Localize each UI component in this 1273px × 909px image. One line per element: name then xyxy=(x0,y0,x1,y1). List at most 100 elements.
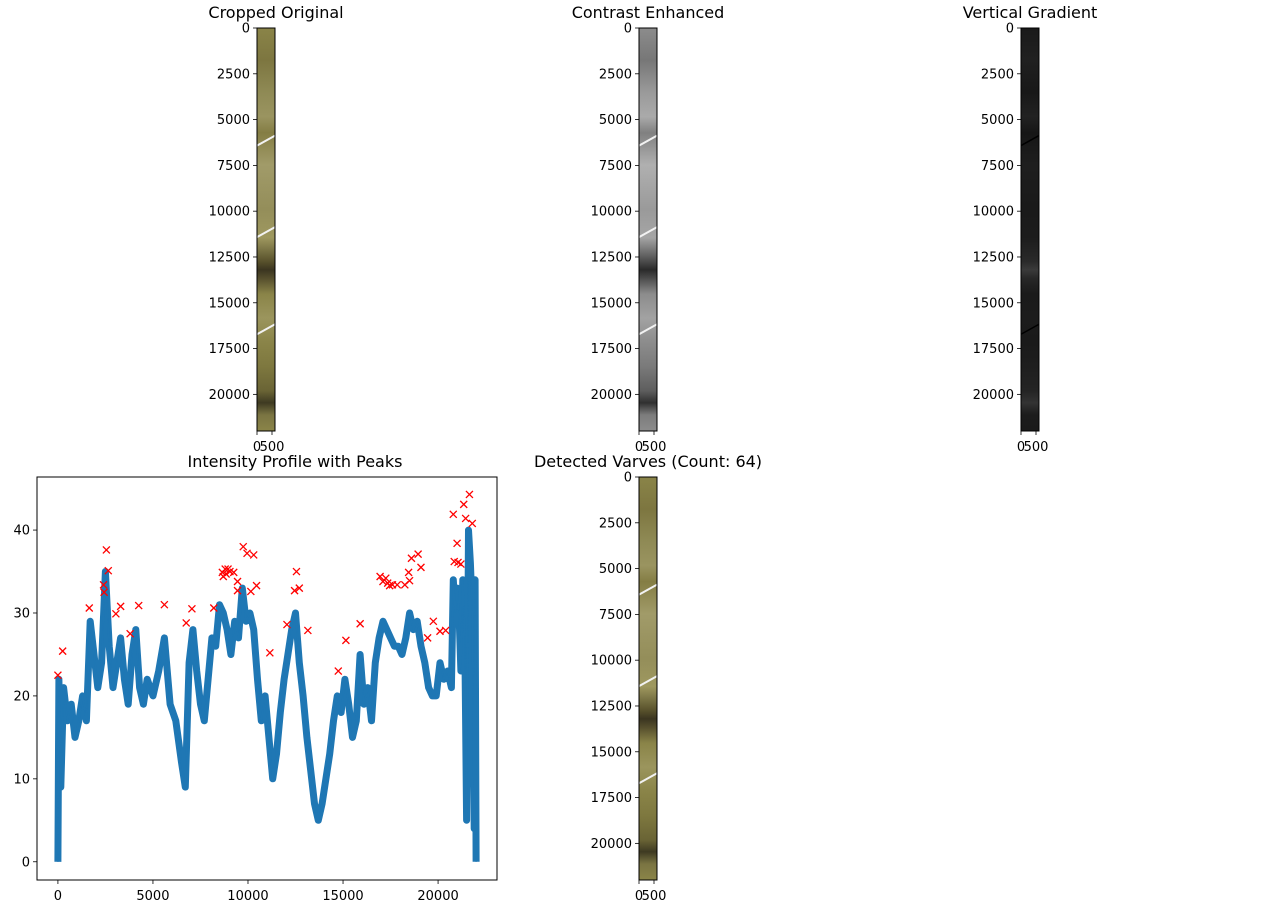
peak-marker-stroke xyxy=(209,604,218,612)
peak-marker-stroke xyxy=(456,560,465,569)
line-panel: 0 10 20 30 40 0 5000 10000 15000 20000 Intensity P… xyxy=(13,452,498,904)
peak-marker xyxy=(104,566,113,575)
core-streak xyxy=(638,323,658,336)
y-tick-label: 7500 xyxy=(599,608,632,623)
peak-marker xyxy=(295,584,304,593)
peak-marker xyxy=(292,567,301,576)
y-tick-label: 20000 xyxy=(209,388,250,403)
peak-marker-stroke xyxy=(453,539,462,548)
peak-marker xyxy=(187,604,196,613)
core-streak xyxy=(638,134,658,147)
peak-marker-stroke xyxy=(465,490,474,499)
peak-marker xyxy=(381,574,390,583)
y-tick-label: 0 xyxy=(22,855,30,870)
peak-marker-stroke xyxy=(233,586,242,595)
peak-marker xyxy=(111,609,120,618)
x-tick-label: 0 xyxy=(54,889,62,904)
peak-marker-stroke xyxy=(102,546,111,554)
y-tick-label: 12500 xyxy=(591,250,632,265)
peak-marker xyxy=(229,568,238,577)
panel-title: Vertical Gradient xyxy=(963,3,1098,22)
y-tick-label: 12500 xyxy=(209,250,250,265)
peak-marker xyxy=(356,619,365,628)
peak-marker-stroke xyxy=(381,574,390,583)
y-tick-label: 2500 xyxy=(599,67,632,82)
y-tick-label: 15000 xyxy=(591,745,632,760)
peak-marker xyxy=(423,633,432,642)
core-streak xyxy=(638,583,658,596)
peak-marker-stroke xyxy=(53,671,62,680)
peak-marker-stroke xyxy=(99,580,108,589)
peak-marker xyxy=(393,580,402,589)
peak-marker-stroke xyxy=(265,648,274,657)
x-tick-label: 500 xyxy=(260,440,285,455)
y-tick-label: 7500 xyxy=(599,159,632,174)
y-tick-label: 17500 xyxy=(591,342,632,357)
panel-title: Detected Varves (Count: 64) xyxy=(534,452,762,471)
peak-marker xyxy=(58,647,67,656)
peak-marker-stroke xyxy=(252,581,261,590)
x-tick-label: 500 xyxy=(642,889,667,904)
peak-marker-stroke xyxy=(356,619,365,628)
peak-marker xyxy=(233,586,242,595)
y-tick-label: 0 xyxy=(1006,22,1014,37)
peak-marker-stroke xyxy=(243,549,252,558)
y-tick-label: 0 xyxy=(242,22,250,37)
peak-marker-stroke xyxy=(423,633,432,642)
y-tick-label: 17500 xyxy=(209,342,250,357)
x-tick-label: 500 xyxy=(1024,440,1049,455)
peak-marker-stroke xyxy=(134,601,143,610)
peak-marker xyxy=(126,629,135,638)
y-tick-label: 17500 xyxy=(973,342,1014,357)
peak-marker xyxy=(376,572,385,581)
x-tick-label: 0 xyxy=(1017,440,1025,455)
peak-marker xyxy=(441,626,450,635)
peak-marker-stroke xyxy=(249,550,258,559)
axes-frame xyxy=(638,476,658,881)
core-image xyxy=(639,28,657,431)
y-tick-label: 20000 xyxy=(591,388,632,403)
peak-marker-stroke xyxy=(407,554,416,563)
y-tick-label: 10000 xyxy=(973,205,1014,220)
peak-marker xyxy=(414,550,423,559)
x-tick-label: 0 xyxy=(635,440,643,455)
axes-frame xyxy=(36,476,498,881)
core-image xyxy=(257,28,275,431)
intensity-line xyxy=(57,530,477,862)
peak-marker xyxy=(456,560,465,569)
peak-marker xyxy=(417,563,425,572)
core-streak xyxy=(1020,323,1040,335)
peak-marker xyxy=(407,554,416,563)
peak-marker xyxy=(85,604,94,612)
y-tick-label: 10000 xyxy=(209,205,250,220)
peak-marker-stroke xyxy=(292,567,301,576)
x-tick-label: 0 xyxy=(635,889,643,904)
y-tick-label: 7500 xyxy=(981,159,1014,174)
y-tick-label: 30 xyxy=(13,606,30,621)
peak-marker xyxy=(461,514,470,523)
y-tick-label: 10 xyxy=(13,772,30,787)
y-tick-label: 2500 xyxy=(599,516,632,531)
peak-marker xyxy=(209,604,218,612)
peak-marker-stroke xyxy=(239,542,248,551)
peak-marker xyxy=(459,500,468,509)
core-streak xyxy=(1020,134,1040,147)
y-tick-label: 0 xyxy=(624,471,632,486)
y-tick-label: 7500 xyxy=(217,159,250,174)
core-streak xyxy=(638,226,658,239)
peak-marker xyxy=(265,648,274,657)
peak-marker xyxy=(449,510,458,519)
y-tick-label: 20000 xyxy=(591,837,632,852)
y-tick-label: 12500 xyxy=(591,699,632,714)
peak-marker xyxy=(405,576,414,585)
y-tick-label: 20000 xyxy=(973,388,1014,403)
y-tick-label: 17500 xyxy=(591,791,632,806)
peak-marker-stroke xyxy=(334,667,343,675)
core-streak xyxy=(638,772,658,785)
y-tick-label: 12500 xyxy=(973,250,1014,265)
peak-marker xyxy=(429,617,438,626)
panel-title: Contrast Enhanced xyxy=(572,3,725,22)
y-tick-label: 5000 xyxy=(599,562,632,577)
core-image xyxy=(1021,28,1039,431)
peak-marker xyxy=(282,620,291,629)
